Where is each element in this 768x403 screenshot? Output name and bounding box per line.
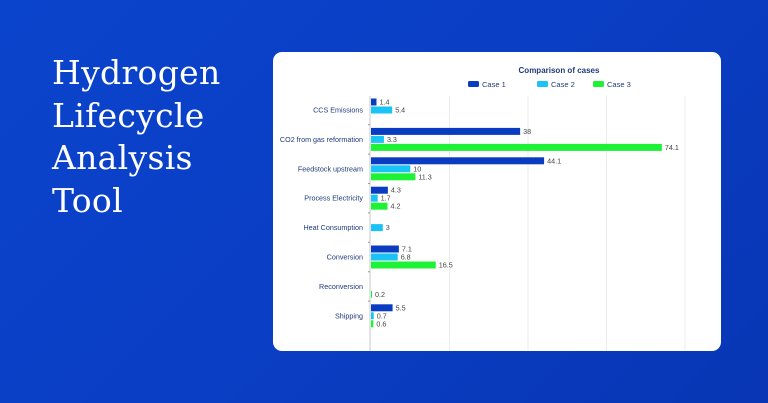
data-label: 1.4 [379,98,389,107]
legend-swatch [468,81,479,87]
legend-swatch [593,81,604,87]
data-label: 74.1 [665,143,679,152]
data-label: 38 [523,127,531,136]
category-label: Reconversion [319,282,363,291]
data-label: 0.6 [376,319,386,328]
category-label: CO2 from gas reformation [280,135,363,144]
hero-title-line: Tool [52,180,123,220]
bars: CCS Emissions 1.4 5.4 CO2 from gas reformat… [280,98,679,329]
category-label: Process Electricity [304,194,363,203]
category-label: CCS Emissions [313,106,363,115]
bar [371,173,416,181]
bar [371,253,398,261]
data-label: 16.5 [439,261,453,270]
bar [371,186,388,194]
category-label: Conversion [327,253,363,262]
bar [371,261,436,269]
category-label: Heat Consumption [303,223,363,232]
bar [371,290,372,298]
bar [371,202,388,210]
bar [371,224,383,232]
bar [371,157,545,165]
data-label: 7.1 [402,245,412,254]
bar [371,194,378,202]
legend-swatch [537,81,548,87]
data-label: 3 [386,223,390,232]
chart-title: Comparison of cases [519,66,600,75]
data-label: 4.2 [390,202,400,211]
bar [371,320,374,328]
data-label: 6.8 [401,253,411,262]
bar [371,135,384,143]
hero-title-line: Hydrogen [52,53,221,92]
bar [371,106,393,114]
data-label: 5.4 [395,106,405,115]
data-label: 0.2 [375,290,385,299]
bar [371,143,662,151]
data-label: 3.3 [387,135,397,144]
legend: Case 1 Case 2 Case 3 [468,80,631,89]
bar [371,127,521,135]
bar [371,312,374,320]
bar [371,98,377,106]
grid [369,96,686,351]
data-label: 11.3 [418,172,431,181]
bar [371,165,411,173]
hero-title-line: Lifecycle [52,95,205,135]
hero-title-line: Analysis [52,138,193,177]
category-label: Shipping [335,311,363,320]
bar [371,304,393,312]
data-label: 4.3 [391,186,401,195]
data-label: 1.7 [381,194,391,203]
data-label: 10 [413,164,421,173]
legend-label: Case 2 [551,80,575,89]
hero-title: Hydrogen Lifecycle Analysis Tool [52,52,221,222]
legend-label: Case 3 [607,80,631,89]
category-label: Feedstock upstream [298,164,363,173]
data-label: 44.1 [547,156,561,165]
data-label: 0.7 [377,311,387,320]
legend-label: Case 1 [482,80,506,89]
bar [371,245,399,253]
data-label: 5.5 [396,303,406,312]
bar-chart: Comparison of cases Case 1 Case 2 Case 3 C… [280,66,686,351]
chart-card: Comparison of cases Case 1 Case 2 Case 3 C… [273,52,721,351]
